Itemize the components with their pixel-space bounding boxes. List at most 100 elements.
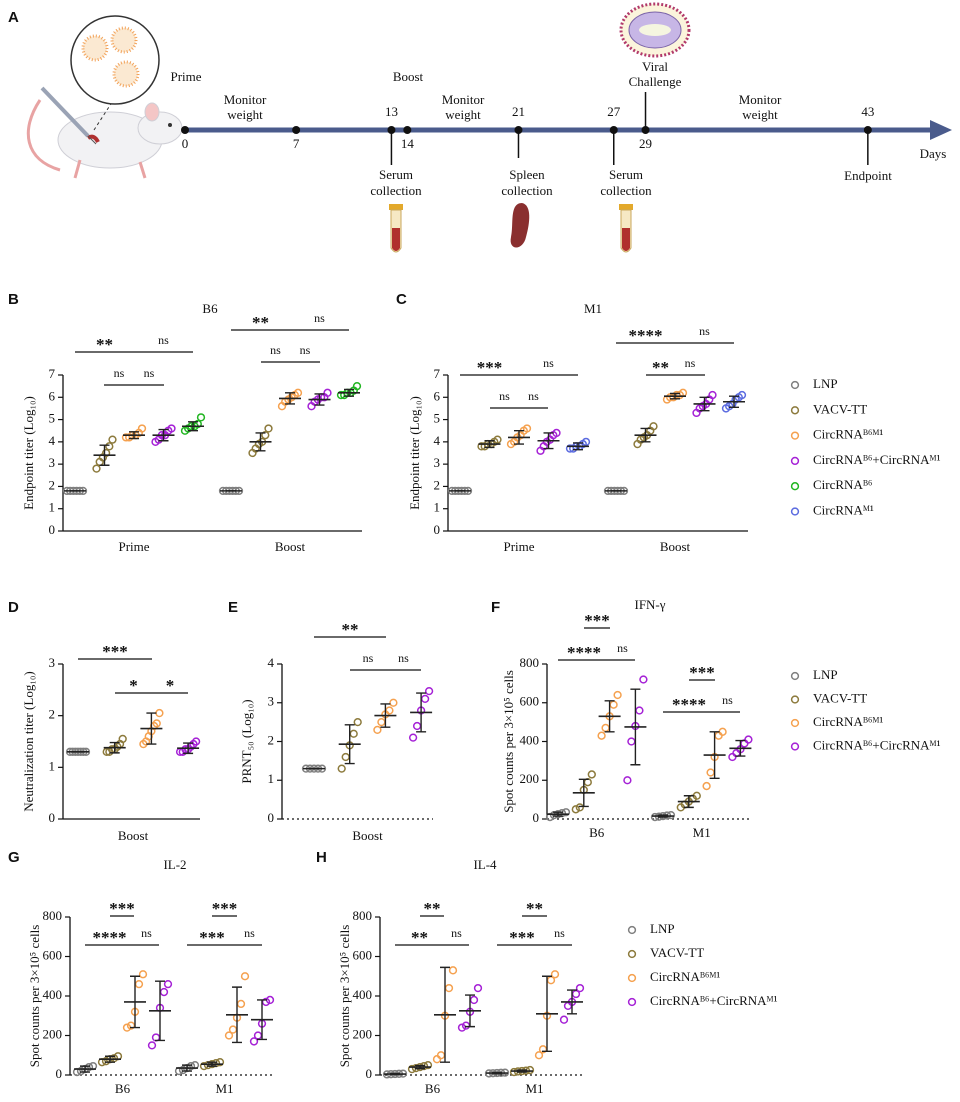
- collection-label: collection: [501, 183, 553, 198]
- x-tick-label: B6: [115, 1081, 131, 1096]
- y-tick-label: 7: [49, 366, 56, 381]
- y-tick-label: 0: [56, 1066, 63, 1081]
- timeline-tick: [181, 126, 189, 134]
- y-axis-label: Spot counts per 3×10⁵ cells: [27, 925, 42, 1068]
- data-point: [448, 966, 458, 975]
- legend-label: VACV-TT: [813, 690, 867, 705]
- tube-icon: [619, 204, 633, 253]
- data-point: [718, 727, 727, 736]
- collection-label: Serum: [379, 167, 413, 182]
- panel-letter: D: [8, 599, 19, 616]
- significance-label: **: [411, 928, 428, 947]
- data-point: [228, 1025, 238, 1034]
- data-point: [389, 698, 398, 707]
- tube-icon: [389, 204, 403, 253]
- collection-label: Spleen: [509, 167, 545, 182]
- y-tick-label: 0: [268, 810, 275, 825]
- data-point: [373, 725, 382, 735]
- significance-label: ****: [629, 326, 663, 345]
- panel-letter: C: [396, 291, 407, 308]
- y-tick-label: 3: [268, 694, 275, 709]
- event-label: Prime: [170, 69, 201, 84]
- day-label: 21: [512, 104, 525, 119]
- y-tick-label: 2: [49, 707, 56, 722]
- y-tick-label: 1: [434, 500, 441, 515]
- x-tick-label: Prime: [118, 539, 149, 554]
- timeline-arrowhead: [930, 120, 952, 140]
- y-tick-label: 1: [268, 771, 275, 786]
- data-point: [424, 686, 434, 696]
- legend-label: CircRNAᴮ⁶+CircRNAᴹ¹: [813, 737, 941, 752]
- y-tick-label: 0: [49, 522, 56, 537]
- x-tick-label: M1: [525, 1081, 543, 1096]
- panel-letter: A: [8, 9, 19, 26]
- data-point: [550, 970, 560, 979]
- significance-label: ***: [102, 642, 128, 661]
- legend-label: LNP: [813, 376, 838, 391]
- significance-label: ns: [617, 641, 628, 655]
- y-tick-label: 0: [366, 1066, 373, 1081]
- x-tick-label: M1: [693, 825, 711, 840]
- data-point: [493, 435, 502, 444]
- significance-label: ns: [270, 343, 281, 357]
- collection-label: Serum: [609, 167, 643, 182]
- y-tick-label: 5: [49, 411, 56, 426]
- y-tick-label: 200: [43, 1026, 63, 1041]
- data-point: [159, 987, 169, 997]
- significance-label: ****: [672, 695, 706, 714]
- data-point: [563, 1001, 573, 1011]
- phase-label: Monitor: [224, 92, 267, 107]
- y-tick-label: 2: [49, 477, 56, 492]
- y-tick-label: 200: [353, 1026, 373, 1041]
- phase-label: weight: [227, 107, 263, 122]
- significance-label: ns: [528, 389, 539, 403]
- data-point: [609, 700, 618, 709]
- significance-label: ***: [509, 928, 535, 947]
- legend-marker: [790, 482, 800, 491]
- spleen-icon: [510, 203, 530, 248]
- y-tick-label: 3: [49, 455, 56, 470]
- legend-label: LNP: [650, 921, 675, 936]
- significance-label: **: [424, 899, 441, 918]
- data-point: [706, 768, 715, 777]
- data-point: [224, 1031, 234, 1040]
- y-tick-label: 400: [43, 987, 63, 1002]
- y-tick-label: 0: [49, 810, 56, 825]
- legend-marker: [790, 456, 800, 466]
- mouse-illustration: [26, 15, 183, 179]
- phase-label: weight: [445, 107, 481, 122]
- x-tick-label: B6: [589, 825, 605, 840]
- event-label: Boost: [393, 69, 424, 84]
- day-label: 13: [385, 104, 398, 119]
- data-point: [152, 719, 161, 728]
- phase-label: Monitor: [739, 92, 782, 107]
- data-point: [575, 803, 584, 812]
- data-point: [147, 1041, 157, 1050]
- x-tick-label: Boost: [660, 539, 691, 554]
- x-tick-label: M1: [215, 1081, 233, 1096]
- significance-label: ns: [141, 926, 152, 940]
- data-point: [101, 448, 111, 458]
- data-point: [571, 805, 580, 814]
- significance-label: ***: [109, 899, 135, 918]
- collection-label: collection: [600, 183, 652, 198]
- axis-label: Days: [920, 146, 947, 161]
- y-tick-label: 800: [353, 908, 373, 923]
- data-point: [444, 983, 454, 993]
- data-point: [337, 764, 346, 773]
- panel-letter: B: [8, 291, 19, 308]
- y-tick-label: 200: [520, 771, 540, 786]
- event-label: Viral: [642, 59, 668, 74]
- data-point: [601, 723, 610, 733]
- significance-label: ***: [689, 663, 715, 682]
- data-point: [581, 437, 591, 447]
- y-tick-label: 600: [353, 947, 373, 962]
- legend-marker: [790, 380, 800, 390]
- data-point: [261, 431, 270, 440]
- day-label: 0: [182, 136, 189, 151]
- significance-label: ns: [244, 926, 255, 940]
- data-point: [559, 1015, 569, 1024]
- data-point: [137, 424, 147, 433]
- legend-label: VACV-TT: [650, 945, 704, 960]
- data-point: [353, 717, 362, 727]
